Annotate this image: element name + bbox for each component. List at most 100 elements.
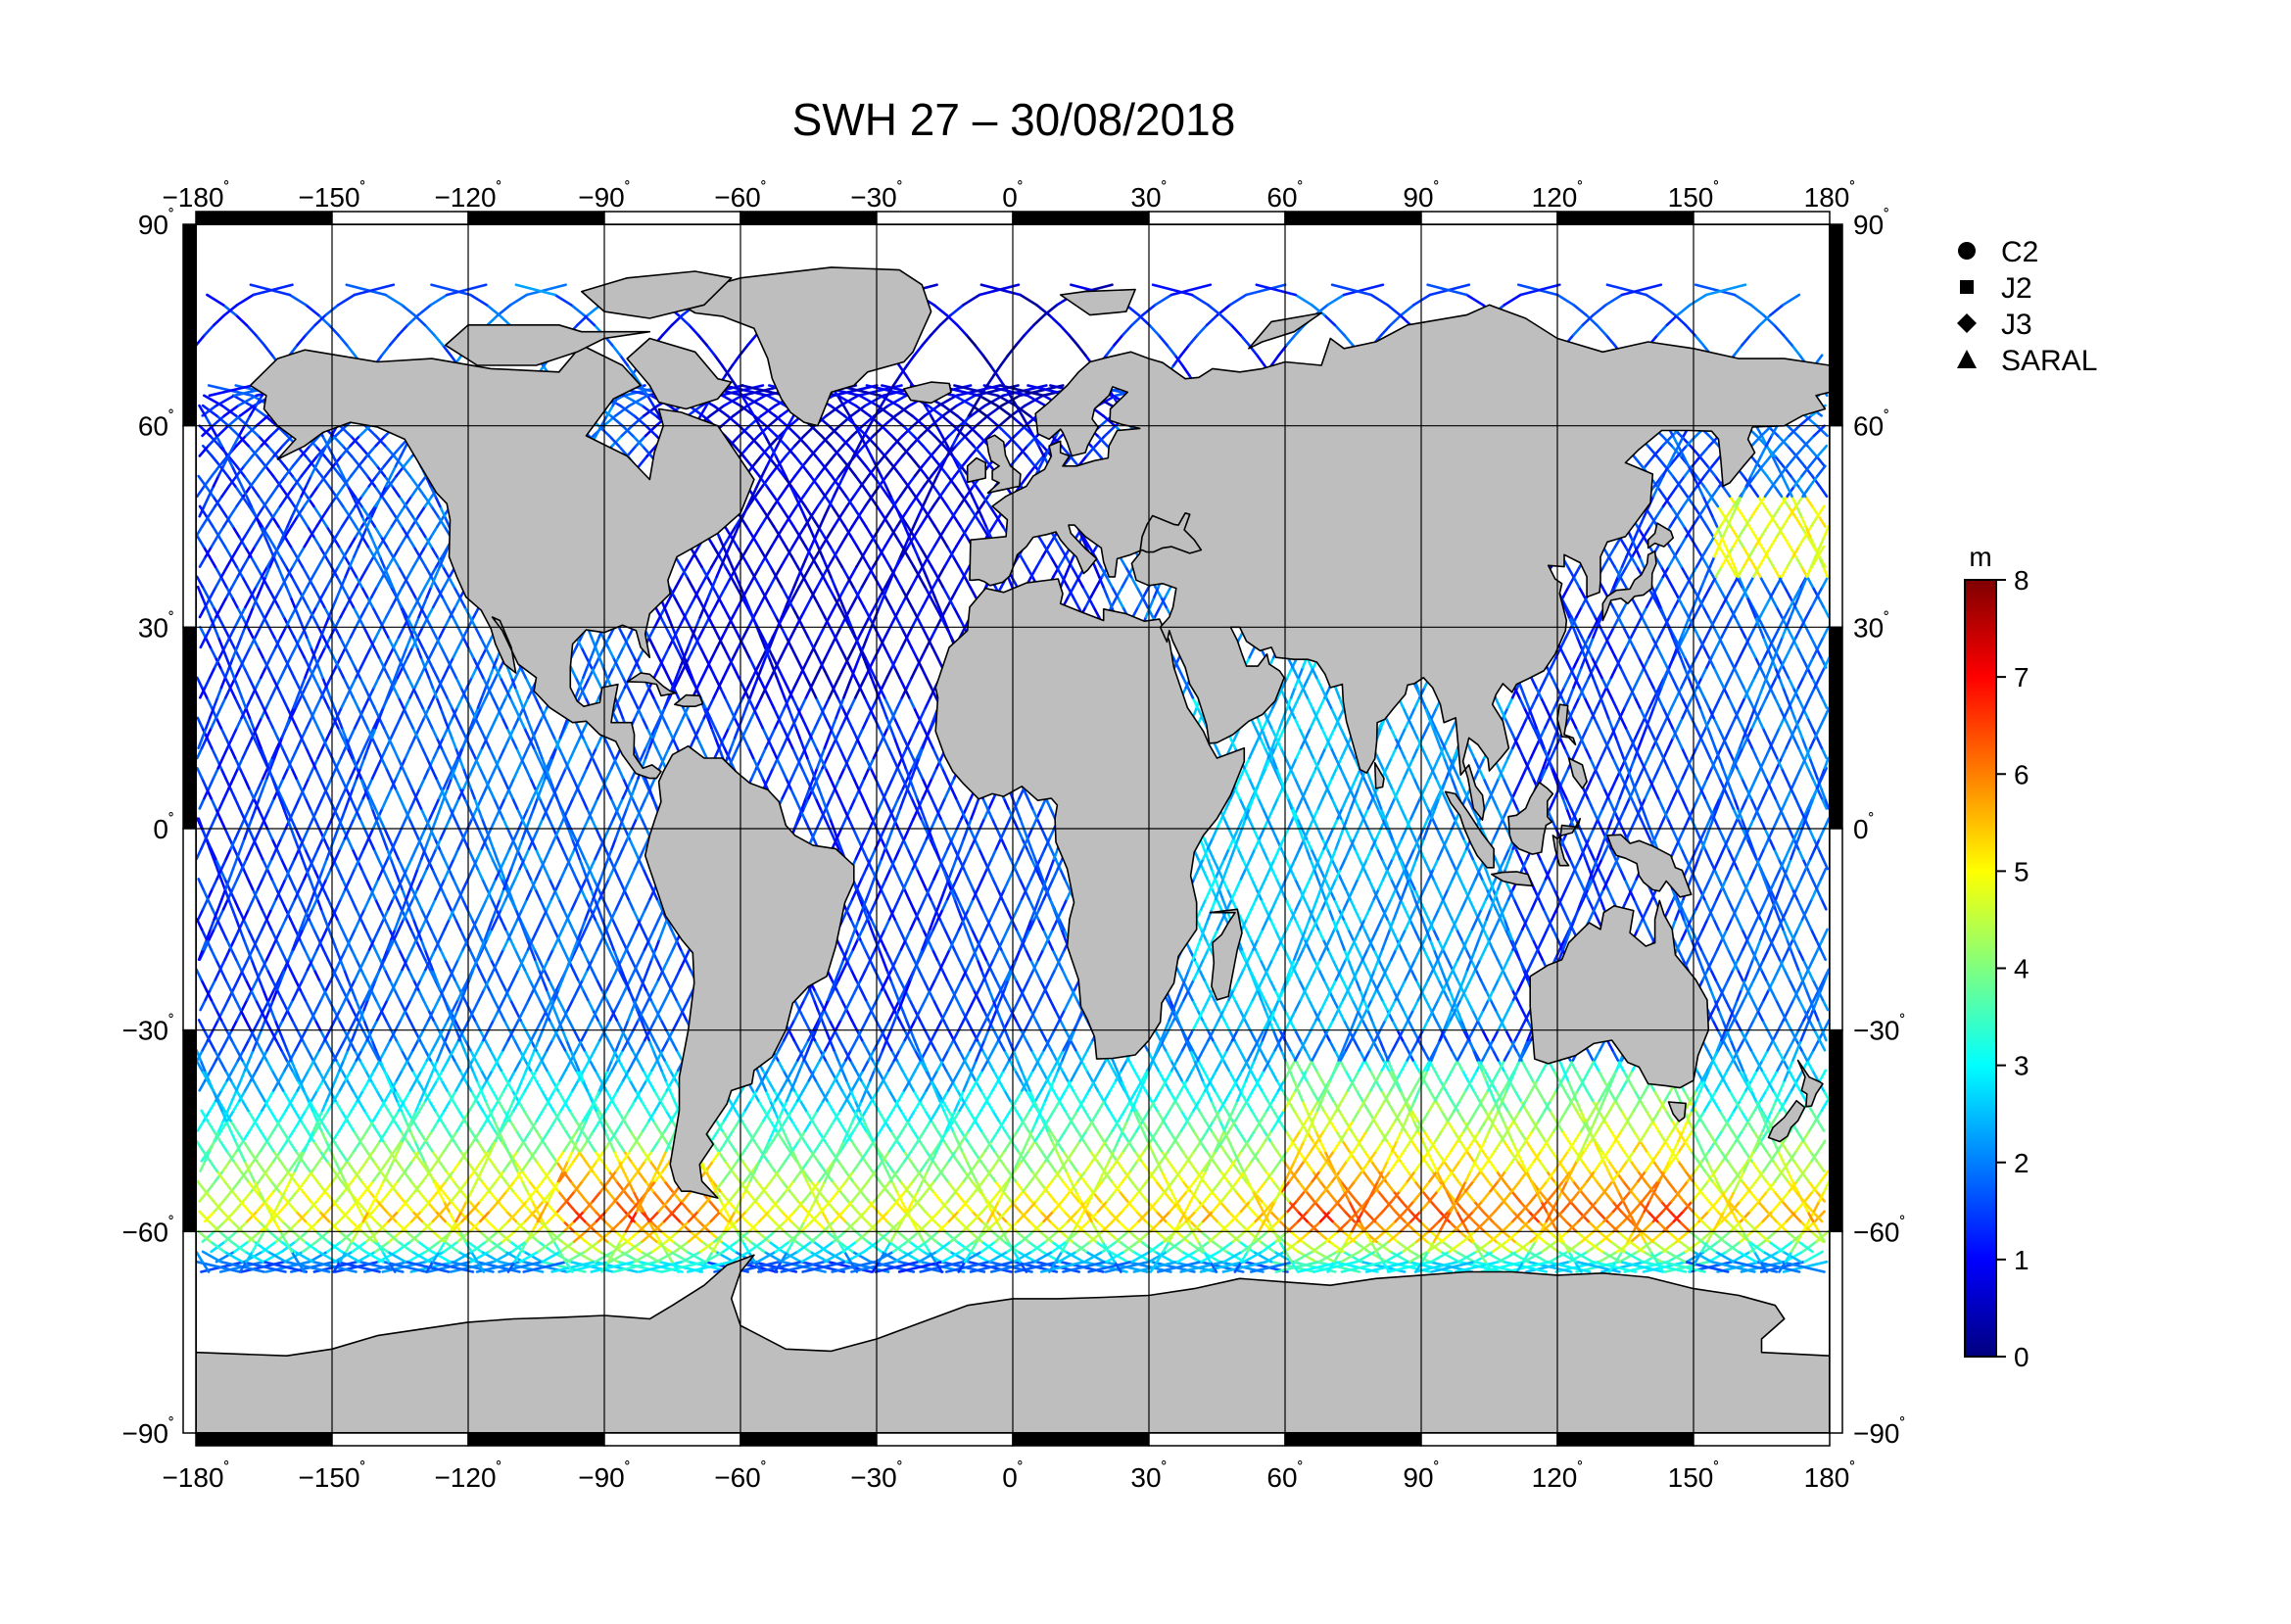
track-segment (350, 676, 358, 690)
track-segment (247, 928, 255, 941)
track-segment (209, 978, 217, 991)
track-segment (304, 796, 311, 810)
track-segment (256, 878, 264, 891)
track-segment (1820, 746, 1828, 760)
track-segment (366, 504, 377, 518)
track-segment (393, 937, 401, 951)
track-segment (206, 887, 214, 901)
track-segment (1771, 1028, 1780, 1042)
track-segment (440, 1119, 450, 1132)
track-segment (250, 978, 259, 991)
track-segment (434, 1210, 447, 1223)
track-segment (416, 474, 428, 488)
track-segment (1775, 605, 1784, 619)
track-segment (322, 836, 330, 850)
track-segment (359, 605, 368, 619)
track-segment (340, 695, 348, 709)
track-segment (289, 897, 297, 911)
track-segment (312, 928, 320, 941)
track-segment (224, 737, 232, 750)
track-segment (383, 968, 392, 981)
track-segment (260, 958, 268, 972)
track-segment (437, 585, 446, 598)
track-segment (1811, 948, 1820, 962)
track-segment (1776, 1059, 1785, 1073)
track-segment (1822, 605, 1830, 619)
track-segment (243, 807, 251, 821)
track-segment (233, 756, 242, 770)
track-segment (243, 777, 251, 790)
track-segment (393, 988, 402, 1002)
track-segment (417, 1129, 427, 1143)
track-segment (364, 878, 372, 891)
track-segment (290, 766, 298, 780)
track-segment (1795, 1069, 1804, 1082)
track-segment (209, 817, 216, 831)
track-segment (1730, 1200, 1742, 1214)
track-segment (311, 847, 320, 861)
track-segment (346, 836, 355, 850)
track-segment (1618, 1250, 1640, 1264)
track-segment (511, 1189, 523, 1203)
track-segment (277, 777, 285, 790)
track-segment (285, 756, 294, 770)
track-segment (248, 726, 256, 740)
track-segment (228, 787, 237, 800)
track-segment (574, 1250, 596, 1264)
track-segment (246, 625, 255, 639)
track-segment (264, 695, 273, 709)
track-segment (298, 787, 306, 800)
track-segment (271, 726, 279, 740)
track-segment (1720, 1210, 1733, 1223)
track-segment (1817, 514, 1827, 528)
track-segment (274, 937, 283, 951)
track-segment (1700, 555, 1709, 568)
track-segment (1806, 716, 1814, 730)
track-segment (303, 777, 310, 790)
track-segment (321, 827, 329, 840)
track-segment (1599, 1230, 1615, 1243)
track-segment (1735, 504, 1744, 518)
track-segment (496, 1200, 508, 1214)
track-segment (350, 897, 358, 911)
track-segment (322, 1078, 331, 1092)
track-segment (1705, 464, 1717, 478)
track-segment (281, 695, 289, 709)
track-segment (406, 565, 415, 579)
track-segment (238, 706, 246, 720)
track-segment (346, 1078, 355, 1092)
track-segment (1792, 737, 1800, 750)
track-segment (1780, 1189, 1791, 1203)
track-segment (1783, 716, 1790, 730)
track-segment (1748, 1200, 1761, 1214)
track-segment (210, 746, 218, 760)
track-segment (1684, 1240, 1701, 1254)
track-segment (332, 807, 340, 821)
track-segment (1706, 1170, 1717, 1183)
track-segment (480, 1179, 492, 1193)
track-segment (1748, 645, 1757, 659)
track-segment (294, 695, 303, 709)
track-segment (373, 897, 382, 911)
track-segment (1705, 525, 1715, 539)
track-segment (232, 897, 241, 911)
track-segment (1766, 1038, 1775, 1052)
track-segment (1772, 565, 1781, 579)
track-segment (261, 907, 268, 921)
track-segment (257, 807, 264, 821)
track-segment (1770, 596, 1779, 609)
track-segment (219, 726, 227, 740)
track-segment (212, 1019, 219, 1031)
track-segment (1777, 1019, 1786, 1031)
track-segment (416, 625, 424, 639)
track-segment (350, 948, 358, 962)
track-segment (497, 1230, 512, 1243)
track-segment (223, 676, 232, 690)
track-segment (238, 807, 246, 821)
track-segment (1661, 1200, 1673, 1214)
track-segment (1739, 1160, 1749, 1172)
track-segment (416, 1078, 425, 1092)
track-segment (372, 676, 381, 690)
track-segment (1806, 766, 1814, 780)
track-segment (251, 937, 260, 951)
